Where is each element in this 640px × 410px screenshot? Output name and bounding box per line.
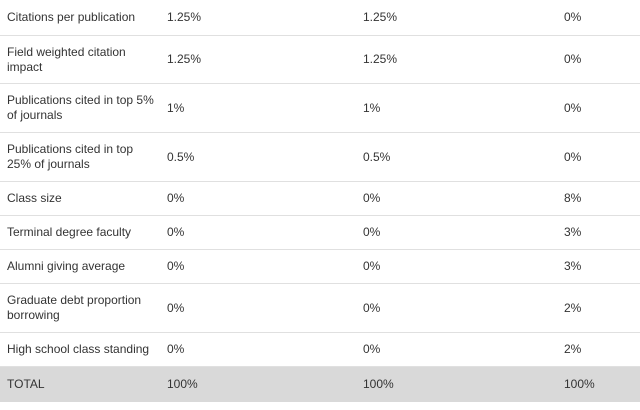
total-value-col3: 100% (558, 366, 640, 402)
table-row: Publications cited in top 25% of journal… (0, 132, 640, 182)
weight-value-col3: 0% (558, 0, 640, 36)
total-label: TOTAL (0, 366, 161, 402)
weight-value-col2: 0% (357, 215, 558, 250)
row-label: Publications cited in top 25% of journal… (0, 132, 161, 182)
row-label: Publications cited in top 5% of journals (0, 83, 161, 133)
row-label: Graduate debt proportion borrowing (0, 283, 161, 333)
table-row: Citations per publication 1.25% 1.25% 0% (0, 0, 640, 36)
weight-value-col1: 0% (161, 283, 357, 333)
table-row: Terminal degree faculty 0% 0% 3% (0, 215, 640, 250)
row-label: Citations per publication (0, 0, 161, 36)
weight-value-col3: 2% (558, 332, 640, 367)
weight-value-col1: 0% (161, 332, 357, 367)
weight-value-col3: 8% (558, 181, 640, 216)
table-row: Alumni giving average 0% 0% 3% (0, 249, 640, 284)
total-row: TOTAL 100% 100% 100% (0, 366, 640, 402)
total-value-col2: 100% (357, 366, 558, 402)
weight-value-col3: 3% (558, 215, 640, 250)
table-row: Graduate debt proportion borrowing 0% 0%… (0, 283, 640, 333)
weight-value-col1: 1.25% (161, 0, 357, 36)
weight-value-col2: 0% (357, 283, 558, 333)
weight-value-col3: 0% (558, 35, 640, 84)
weight-value-col2: 1% (357, 83, 558, 133)
weight-value-col1: 0% (161, 181, 357, 216)
weight-value-col2: 0% (357, 181, 558, 216)
weight-value-col2: 0% (357, 332, 558, 367)
weight-value-col1: 1.25% (161, 35, 357, 84)
row-label: Terminal degree faculty (0, 215, 161, 250)
table-row: Publications cited in top 5% of journals… (0, 83, 640, 133)
total-value-col1: 100% (161, 366, 357, 402)
row-label: High school class standing (0, 332, 161, 367)
weight-value-col2: 0.5% (357, 132, 558, 182)
weight-value-col1: 1% (161, 83, 357, 133)
row-label: Class size (0, 181, 161, 216)
row-label: Field weighted citation impact (0, 35, 161, 84)
weight-value-col2: 1.25% (357, 35, 558, 84)
weight-value-col1: 0% (161, 249, 357, 284)
weight-value-col2: 0% (357, 249, 558, 284)
weight-value-col3: 3% (558, 249, 640, 284)
weight-value-col3: 0% (558, 132, 640, 182)
weight-value-col3: 2% (558, 283, 640, 333)
weight-value-col2: 1.25% (357, 0, 558, 36)
table-row: Field weighted citation impact 1.25% 1.2… (0, 35, 640, 84)
weight-value-col1: 0.5% (161, 132, 357, 182)
weight-value-col1: 0% (161, 215, 357, 250)
table-row: High school class standing 0% 0% 2% (0, 332, 640, 367)
weight-value-col3: 0% (558, 83, 640, 133)
table-row: Class size 0% 0% 8% (0, 181, 640, 216)
row-label: Alumni giving average (0, 249, 161, 284)
